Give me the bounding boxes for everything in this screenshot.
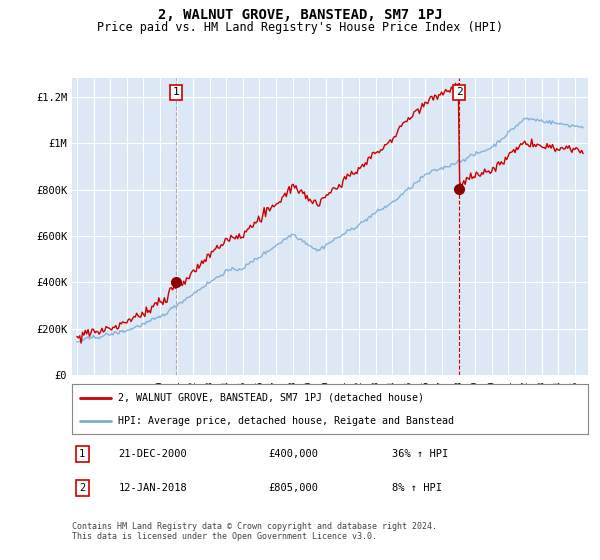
Text: 1: 1	[173, 87, 179, 97]
Text: 21-DEC-2000: 21-DEC-2000	[118, 449, 187, 459]
Text: 12-JAN-2018: 12-JAN-2018	[118, 483, 187, 493]
Text: £805,000: £805,000	[268, 483, 318, 493]
Text: 2: 2	[79, 483, 85, 493]
Text: Contains HM Land Registry data © Crown copyright and database right 2024.
This d: Contains HM Land Registry data © Crown c…	[72, 522, 437, 542]
Text: 2: 2	[456, 87, 463, 97]
Text: 36% ↑ HPI: 36% ↑ HPI	[392, 449, 448, 459]
Text: Price paid vs. HM Land Registry's House Price Index (HPI): Price paid vs. HM Land Registry's House …	[97, 21, 503, 34]
Text: 2, WALNUT GROVE, BANSTEAD, SM7 1PJ (detached house): 2, WALNUT GROVE, BANSTEAD, SM7 1PJ (deta…	[118, 393, 424, 403]
Text: 8% ↑ HPI: 8% ↑ HPI	[392, 483, 442, 493]
Text: HPI: Average price, detached house, Reigate and Banstead: HPI: Average price, detached house, Reig…	[118, 417, 454, 426]
Text: 1: 1	[79, 449, 85, 459]
Text: 2, WALNUT GROVE, BANSTEAD, SM7 1PJ: 2, WALNUT GROVE, BANSTEAD, SM7 1PJ	[158, 8, 442, 22]
Text: £400,000: £400,000	[268, 449, 318, 459]
